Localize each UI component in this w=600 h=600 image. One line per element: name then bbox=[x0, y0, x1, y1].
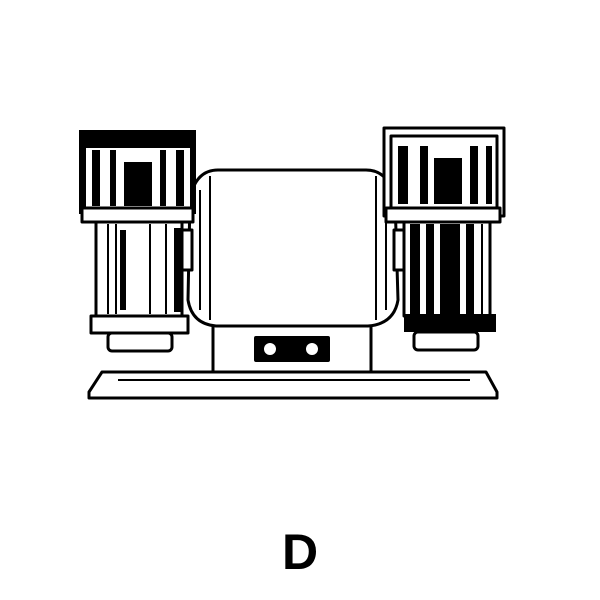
motor-pedestal bbox=[211, 323, 373, 374]
base-plate bbox=[87, 370, 499, 400]
switch-plate bbox=[254, 336, 330, 362]
switch-screw-right bbox=[306, 343, 318, 355]
figure-label: D bbox=[281, 524, 319, 580]
left-wheel-body bbox=[94, 220, 184, 318]
left-wheel-guard bbox=[79, 130, 196, 224]
motor-housing bbox=[178, 168, 408, 328]
left-tool-rest bbox=[89, 314, 190, 353]
right-wheel-guard bbox=[382, 126, 506, 224]
switch-screw-left bbox=[264, 343, 276, 355]
right-tool-rest bbox=[404, 314, 496, 352]
right-wheel-body bbox=[402, 220, 492, 318]
